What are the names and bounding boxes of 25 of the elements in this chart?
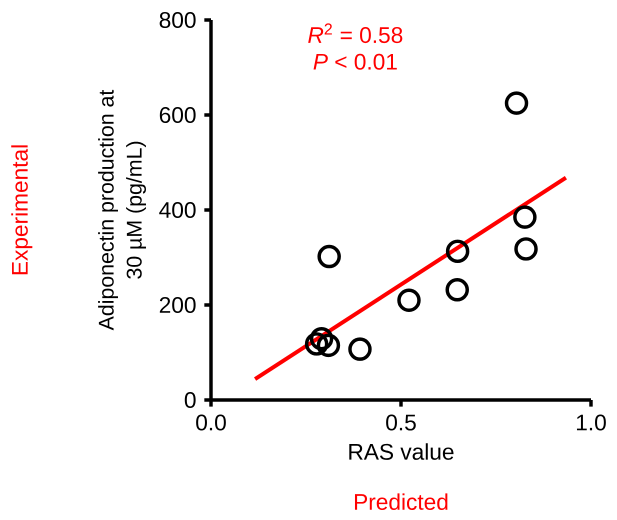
point — [513, 205, 537, 229]
point — [317, 244, 341, 268]
text: Experimental — [11, 145, 32, 274]
point — [446, 240, 470, 264]
x-axis-title: RAS value — [349, 443, 454, 460]
x-tick-label: 0.0 — [196, 414, 226, 431]
point — [348, 337, 372, 361]
point — [514, 237, 538, 261]
x-tick-label: 0.5 — [386, 414, 416, 431]
y-tick-label: 600 — [160, 106, 196, 124]
point — [310, 326, 334, 350]
x-tick-label: 1.0 — [576, 414, 606, 431]
annotation: R$^{2}$ = 0.58 — [308, 23, 402, 44]
y-tick-label: 800 — [160, 12, 196, 28]
y-axis-title: Adiponectin production at 30 µM (pg/mL) — [98, 90, 146, 330]
point — [504, 91, 528, 115]
point — [446, 278, 469, 302]
point — [316, 334, 340, 358]
y-tick-label: 400 — [159, 202, 196, 218]
y-tick-label: 0 — [184, 392, 196, 408]
annotation: P < 0.01 — [314, 54, 397, 70]
point — [397, 288, 421, 312]
point — [304, 332, 328, 356]
text: Predicted — [354, 493, 448, 510]
y-tick-label: 200 — [160, 296, 196, 314]
